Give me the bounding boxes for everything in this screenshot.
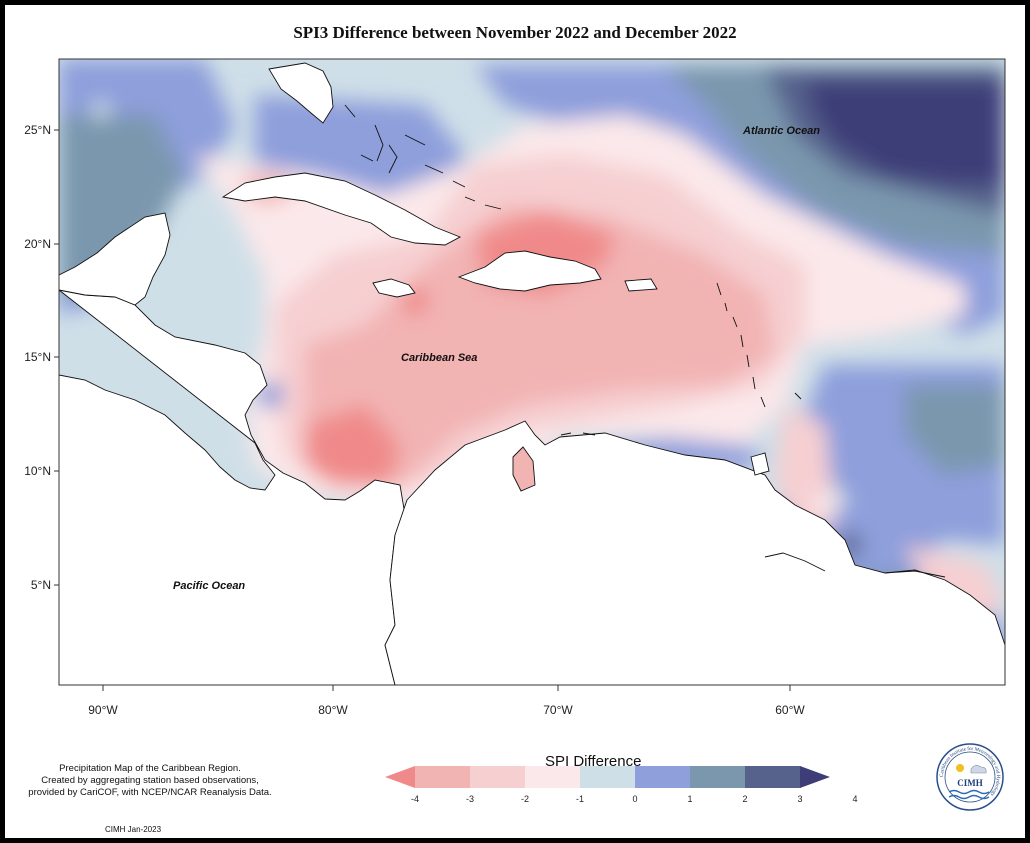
legend-tick-label: -4 bbox=[411, 794, 419, 804]
legend-swatch bbox=[690, 766, 746, 788]
lon-tick-60: 60°W bbox=[775, 703, 805, 717]
logo-acronym: CIMH bbox=[957, 778, 983, 788]
lat-tick-10: 10°N bbox=[24, 464, 51, 478]
legend-tick-label: -2 bbox=[521, 794, 529, 804]
lat-axis bbox=[54, 129, 59, 586]
label-atlantic: Atlantic Ocean bbox=[742, 125, 820, 137]
legend-swatch bbox=[745, 766, 801, 788]
legend-swatch bbox=[385, 766, 415, 788]
land-masses bbox=[59, 62, 1005, 685]
legend-tick-label: -1 bbox=[576, 794, 584, 804]
yucatan bbox=[59, 212, 171, 306]
note-line1: Precipitation Map of the Caribbean Regio… bbox=[59, 763, 241, 774]
legend-tick-label: -3 bbox=[466, 794, 474, 804]
label-caribbean: Caribbean Sea bbox=[401, 352, 477, 364]
water-waves-icon bbox=[948, 789, 990, 800]
cimh-logo: CIMH Caribbean Institute for Meteorology… bbox=[936, 743, 1004, 811]
lake-maracaibo bbox=[512, 446, 536, 492]
small-islands bbox=[344, 104, 946, 578]
lon-tick-80: 80°W bbox=[318, 703, 348, 717]
lon-tick-90: 90°W bbox=[88, 703, 118, 717]
legend-swatch bbox=[635, 766, 691, 788]
credit-text: CIMH Jan-2023 bbox=[105, 825, 162, 834]
label-pacific: Pacific Ocean bbox=[173, 580, 245, 592]
cloud-icon bbox=[970, 765, 987, 774]
note-line3: provided by CariCOF, with NCEP/NCAR Rean… bbox=[28, 787, 272, 798]
legend-title: SPI Difference bbox=[545, 753, 642, 770]
hispaniola bbox=[457, 250, 602, 292]
puerto-rico bbox=[624, 278, 658, 292]
legend-tick-label: 4 bbox=[852, 794, 857, 804]
cuba bbox=[221, 172, 462, 246]
sun-icon bbox=[956, 764, 964, 772]
lat-tick-5: 5°N bbox=[31, 578, 51, 592]
legend-swatch bbox=[470, 766, 526, 788]
lat-tick-25: 25°N bbox=[24, 123, 51, 137]
jamaica bbox=[372, 278, 416, 298]
florida bbox=[268, 62, 334, 124]
trinidad bbox=[750, 452, 770, 476]
lat-tick-20: 20°N bbox=[24, 237, 51, 251]
legend-colorbar: -4 -3 -2 -1 0 1 2 3 4 bbox=[385, 766, 858, 804]
south-america bbox=[384, 420, 1005, 685]
legend-swatch bbox=[525, 766, 581, 788]
lon-tick-70: 70°W bbox=[543, 703, 573, 717]
legend-swatch bbox=[415, 766, 471, 788]
legend-swatch bbox=[580, 766, 636, 788]
map-figure: 25°N 20°N 15°N 10°N 5°N 90°W 80°W 70°W 6… bbox=[24, 58, 1006, 811]
lat-tick-15: 15°N bbox=[24, 350, 51, 364]
legend-tick-label: 1 bbox=[687, 794, 692, 804]
legend-tick-label: 3 bbox=[797, 794, 802, 804]
page: SPI3 Difference between November 2022 an… bbox=[5, 5, 1025, 838]
note-line2: Created by aggregating station based obs… bbox=[41, 775, 259, 786]
legend-tick-label: 2 bbox=[742, 794, 747, 804]
map-title: SPI3 Difference between November 2022 an… bbox=[293, 23, 737, 42]
lon-axis bbox=[102, 685, 791, 691]
legend-swatch bbox=[800, 766, 830, 788]
legend-tick-label: 0 bbox=[632, 794, 637, 804]
map-frame bbox=[58, 58, 1006, 686]
